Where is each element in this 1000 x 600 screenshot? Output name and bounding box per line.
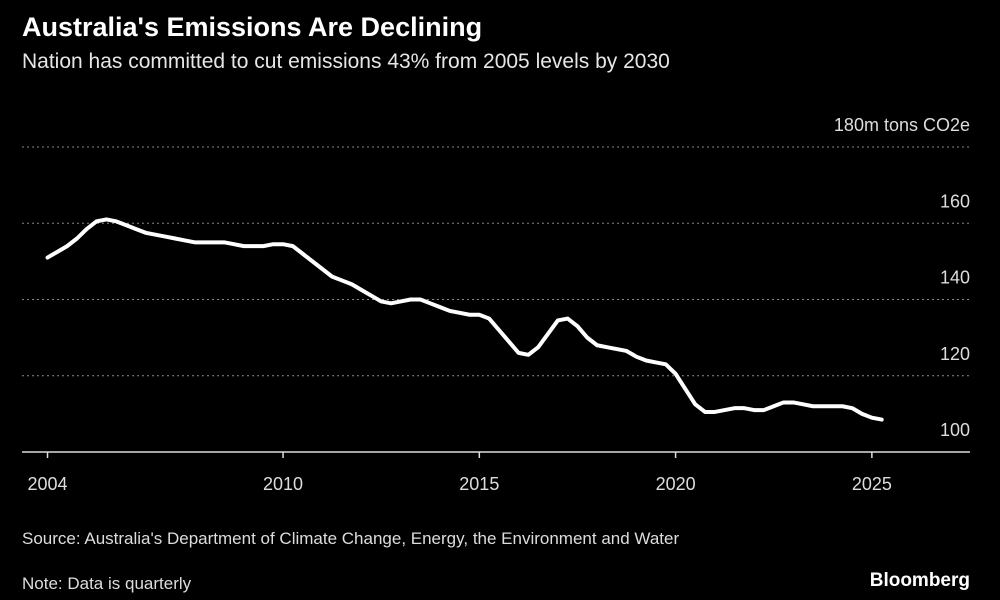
credit: Bloomberg — [869, 570, 970, 591]
y-tick-label: 120 — [940, 344, 970, 364]
x-tick-label: 2025 — [852, 474, 892, 494]
y-tick-label: 180m tons CO2e — [834, 115, 970, 135]
y-tick-label: 140 — [940, 268, 970, 288]
y-tick-label: 100 — [940, 420, 970, 440]
x-tick-label: 2010 — [263, 474, 303, 494]
x-tick-label: 2020 — [656, 474, 696, 494]
x-tick-label: 2004 — [27, 474, 67, 494]
chart-title: Australia's Emissions Are Declining — [22, 12, 483, 42]
source-note: Source: Australia's Department of Climat… — [22, 529, 680, 548]
data-note: Note: Data is quarterly — [22, 574, 192, 593]
data-line — [45, 217, 884, 422]
x-tick-label: 2015 — [459, 474, 499, 494]
y-tick-label: 160 — [940, 191, 970, 211]
chart-subtitle: Nation has committed to cut emissions 43… — [22, 50, 670, 73]
